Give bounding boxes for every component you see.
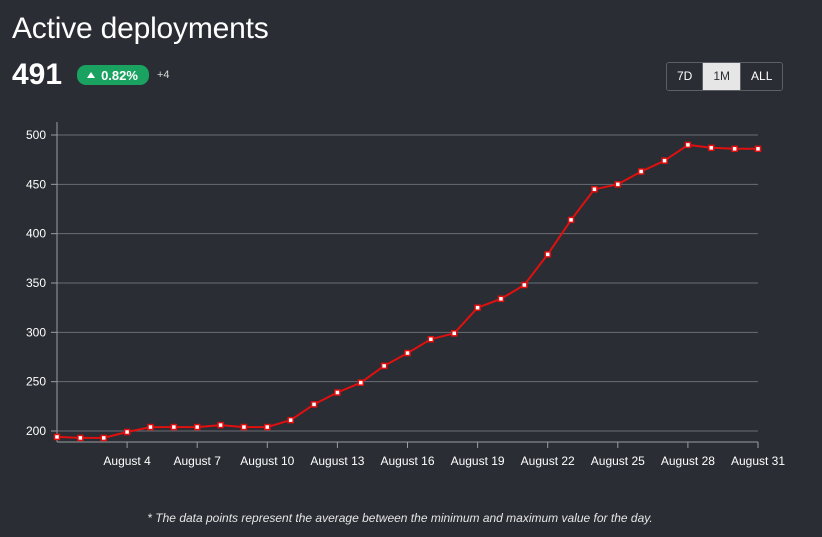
data-point bbox=[310, 401, 318, 408]
data-point bbox=[497, 295, 505, 303]
data-point bbox=[404, 349, 411, 357]
data-point bbox=[684, 141, 692, 149]
data-point bbox=[754, 145, 762, 153]
data-point bbox=[123, 428, 131, 436]
y-tick-label: 250 bbox=[26, 375, 46, 389]
data-point bbox=[147, 423, 154, 431]
data-point bbox=[193, 423, 201, 431]
x-tick-label: August 19 bbox=[451, 454, 505, 468]
data-point bbox=[53, 433, 61, 441]
data-point bbox=[100, 434, 107, 442]
y-tick-label: 300 bbox=[26, 325, 46, 339]
range-selector: 7D 1M ALL bbox=[666, 62, 784, 91]
x-tick-label: August 13 bbox=[310, 454, 364, 468]
x-tick-label: August 31 bbox=[731, 454, 785, 468]
current-value: 491 bbox=[12, 58, 63, 91]
range-all-button[interactable]: ALL bbox=[740, 63, 783, 90]
range-1m-button[interactable]: 1M bbox=[702, 63, 741, 90]
data-point bbox=[474, 304, 481, 311]
data-point bbox=[240, 423, 248, 431]
range-7d-button[interactable]: 7D bbox=[667, 63, 703, 90]
footnote: * The data points represent the average … bbox=[147, 511, 653, 525]
data-point bbox=[614, 181, 622, 188]
change-badge: 0.82% bbox=[77, 65, 149, 85]
data-point bbox=[380, 362, 388, 370]
data-point bbox=[170, 423, 178, 431]
y-tick-label: 500 bbox=[26, 128, 46, 142]
data-point bbox=[591, 186, 598, 193]
x-tick-label: August 16 bbox=[380, 454, 434, 468]
y-tick-label: 450 bbox=[26, 177, 46, 191]
data-point bbox=[77, 434, 84, 442]
data-point bbox=[661, 157, 668, 164]
data-point bbox=[731, 145, 738, 153]
y-tick-label: 400 bbox=[26, 227, 46, 241]
data-point bbox=[521, 281, 528, 289]
y-tick-label: 200 bbox=[26, 424, 46, 438]
y-tick-label: 350 bbox=[26, 276, 46, 290]
data-point bbox=[544, 251, 551, 258]
line-chart: 200 250 300 350 400 450 500 August 4 August 7 Aug… bbox=[26, 122, 785, 468]
x-tick-label: August 22 bbox=[521, 454, 575, 468]
x-tick-label: August 28 bbox=[661, 454, 715, 468]
data-point bbox=[450, 330, 458, 337]
data-point bbox=[334, 389, 341, 396]
x-tick-label: August 25 bbox=[591, 454, 645, 468]
change-delta: +4 bbox=[156, 69, 170, 81]
data-point bbox=[567, 216, 575, 224]
x-tick-label: August 10 bbox=[240, 454, 294, 468]
arrow-up-icon bbox=[87, 72, 96, 78]
x-tick-label: August 7 bbox=[174, 454, 222, 468]
page-title: Active deployments bbox=[12, 12, 269, 45]
series-line bbox=[56, 143, 758, 439]
data-point bbox=[217, 421, 224, 429]
data-point bbox=[637, 168, 645, 175]
data-point bbox=[264, 423, 271, 431]
data-point bbox=[357, 379, 365, 386]
x-tick-label: August 4 bbox=[103, 454, 151, 468]
change-percent: 0.82% bbox=[101, 67, 138, 83]
summary-stats: 491 0.82% +4 bbox=[12, 58, 169, 92]
data-point bbox=[427, 335, 435, 343]
data-point bbox=[287, 416, 294, 424]
data-point bbox=[708, 144, 715, 152]
